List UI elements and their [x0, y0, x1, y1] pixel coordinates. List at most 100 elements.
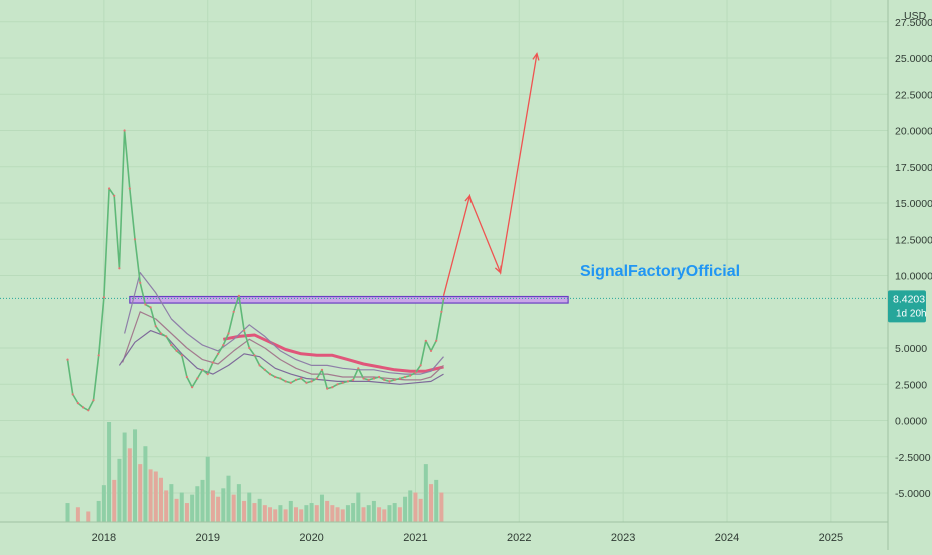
- volume-bar: [247, 492, 252, 522]
- volume-bar: [190, 494, 195, 522]
- price-point: [227, 332, 230, 335]
- projection-layer: [442, 52, 540, 296]
- price-point: [71, 393, 74, 396]
- price-point: [149, 306, 152, 309]
- volume-bar: [133, 429, 138, 522]
- price-point: [196, 377, 199, 380]
- projection-arrowhead: [464, 194, 472, 203]
- volume-bar: [231, 494, 236, 522]
- price-point: [409, 374, 412, 377]
- price-point: [82, 406, 85, 409]
- x-tick-label: 2022: [507, 532, 531, 544]
- volume-bar: [210, 490, 215, 522]
- x-tick-label: 2020: [299, 532, 323, 544]
- price-point: [108, 187, 111, 190]
- volume-bar: [418, 498, 423, 522]
- y-tick-label: -5.0000: [895, 488, 931, 500]
- volume-bar: [361, 507, 366, 522]
- y-tick-label: 5.0000: [895, 343, 927, 355]
- volume-bar: [345, 505, 350, 522]
- projection-arrowhead: [532, 52, 540, 61]
- price-point: [310, 380, 313, 383]
- price-point: [388, 380, 391, 383]
- price-point: [284, 380, 287, 383]
- volume-bar: [387, 505, 392, 522]
- price-point: [237, 294, 240, 297]
- volume-bar: [351, 503, 356, 522]
- last-price-label: 8.4203: [893, 293, 925, 305]
- price-point: [435, 339, 438, 342]
- price-point: [159, 332, 163, 335]
- price-point: [139, 281, 142, 284]
- resistance-zone-layer: [129, 295, 569, 304]
- volume-bar: [423, 464, 428, 522]
- price-point: [346, 380, 349, 383]
- price-point: [253, 354, 256, 357]
- volume-bar: [252, 503, 257, 522]
- price-point: [404, 375, 407, 379]
- price-point: [217, 352, 220, 355]
- volume-bar: [356, 492, 361, 522]
- volume-bar: [294, 507, 298, 522]
- volume-bar: [257, 498, 262, 522]
- price-point: [300, 377, 303, 380]
- volume-bar: [101, 485, 106, 522]
- last-price-badge: 8.4203 1d 20h: [888, 290, 927, 323]
- volume-bar: [122, 432, 127, 522]
- volume-bar: [164, 490, 169, 522]
- price-point: [154, 325, 157, 328]
- volume-bar: [314, 505, 319, 522]
- volume-bar: [216, 496, 221, 522]
- price-point: [419, 364, 422, 367]
- volume-bar: [309, 503, 314, 522]
- price-point: [268, 373, 272, 376]
- price-point: [113, 194, 116, 197]
- volume-bar: [340, 509, 345, 522]
- price-point: [429, 349, 433, 352]
- price-point: [170, 344, 173, 347]
- price-point: [341, 381, 344, 384]
- volume-bar: [278, 505, 283, 522]
- y-tick-label: 12.5000: [895, 234, 932, 246]
- x-tick-label: 2025: [819, 532, 843, 544]
- price-point: [118, 267, 121, 270]
- x-tick-label: 2023: [611, 532, 635, 544]
- watermark-text: SignalFactoryOfficial: [580, 263, 740, 280]
- currency-label: USD: [904, 10, 927, 22]
- x-tick-label: 2019: [195, 532, 219, 544]
- volume-bar: [366, 505, 371, 522]
- price-point: [315, 377, 318, 380]
- y-tick-label: 0.0000: [895, 416, 927, 428]
- volume-bar: [262, 505, 267, 522]
- y-tick-label: 10.0000: [895, 271, 932, 283]
- volume-bar: [169, 484, 174, 522]
- price-point: [175, 349, 178, 352]
- volume-bar: [174, 498, 179, 522]
- time-axis[interactable]: 2018 2019 2020 2021 2022 2023 2024 2025: [92, 532, 844, 544]
- volume-bar: [65, 503, 70, 522]
- price-point: [274, 375, 277, 379]
- volume-bar: [434, 479, 439, 522]
- price-point: [191, 386, 194, 389]
- volume-bar: [226, 475, 231, 522]
- price-point: [165, 335, 168, 338]
- volume-bar: [96, 500, 101, 522]
- price-axis[interactable]: 27.5000 25.0000 22.5000 20.0000 17.5000 15.00…: [895, 17, 932, 500]
- y-tick-label: 22.5000: [895, 89, 932, 101]
- price-point: [383, 378, 386, 381]
- price-point: [232, 310, 235, 313]
- volume-bar: [112, 479, 117, 522]
- volume-bar: [283, 509, 288, 522]
- price-point: [372, 377, 375, 380]
- price-point: [128, 187, 131, 190]
- price-point: [180, 354, 183, 357]
- volume-bar: [439, 492, 444, 522]
- price-point: [201, 368, 204, 371]
- volume-bar: [117, 458, 122, 522]
- y-tick-label: -2.5000: [895, 452, 931, 464]
- volume-bar: [325, 500, 330, 522]
- volume-bar: [273, 509, 278, 522]
- volume-bar: [107, 422, 112, 522]
